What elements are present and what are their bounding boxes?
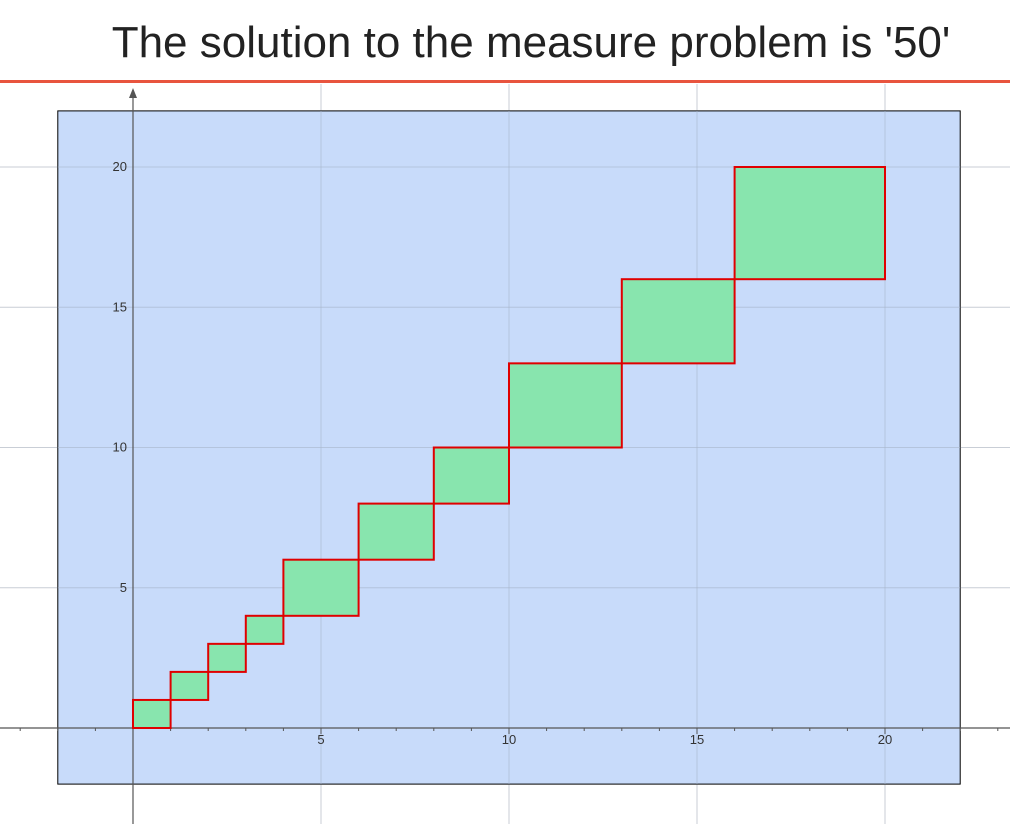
step-rectangle-7 bbox=[432, 446, 510, 505]
x-tick-label-20: 20 bbox=[878, 732, 892, 747]
x-tick-label-5: 5 bbox=[317, 732, 324, 747]
step-rectangle-8 bbox=[508, 362, 623, 449]
step-rectangle-5 bbox=[282, 558, 360, 617]
step-rectangle-6 bbox=[357, 502, 435, 561]
y-tick-label-15: 15 bbox=[113, 299, 127, 314]
step-rectangle-10 bbox=[733, 166, 886, 281]
step-rectangle-4 bbox=[244, 614, 285, 645]
step-rectangle-9 bbox=[620, 278, 736, 365]
step-rectangles bbox=[132, 166, 886, 730]
y-tick-label-5: 5 bbox=[120, 580, 127, 595]
step-rectangle-2 bbox=[169, 670, 210, 701]
x-tick-label-10: 10 bbox=[502, 732, 516, 747]
title-underline bbox=[0, 80, 1010, 83]
chart-title: The solution to the measure problem is '… bbox=[111, 18, 951, 67]
y-tick-label-10: 10 bbox=[113, 440, 127, 455]
step-rectangle-1 bbox=[132, 698, 172, 730]
step-rectangle-3 bbox=[207, 642, 247, 673]
y-tick-label-20: 20 bbox=[113, 159, 127, 174]
y-axis-arrow-icon bbox=[129, 88, 137, 98]
tick-labels: 5 10 15 20 5 10 15 20 bbox=[113, 159, 893, 747]
x-tick-label-15: 15 bbox=[690, 732, 704, 747]
